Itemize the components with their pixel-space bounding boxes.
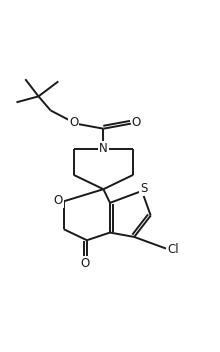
Text: O: O [69,116,78,129]
Text: N: N [99,142,108,155]
Text: S: S [140,182,148,195]
Text: O: O [132,116,141,129]
Text: O: O [80,257,89,270]
Text: Cl: Cl [167,243,178,256]
Text: O: O [54,194,63,207]
